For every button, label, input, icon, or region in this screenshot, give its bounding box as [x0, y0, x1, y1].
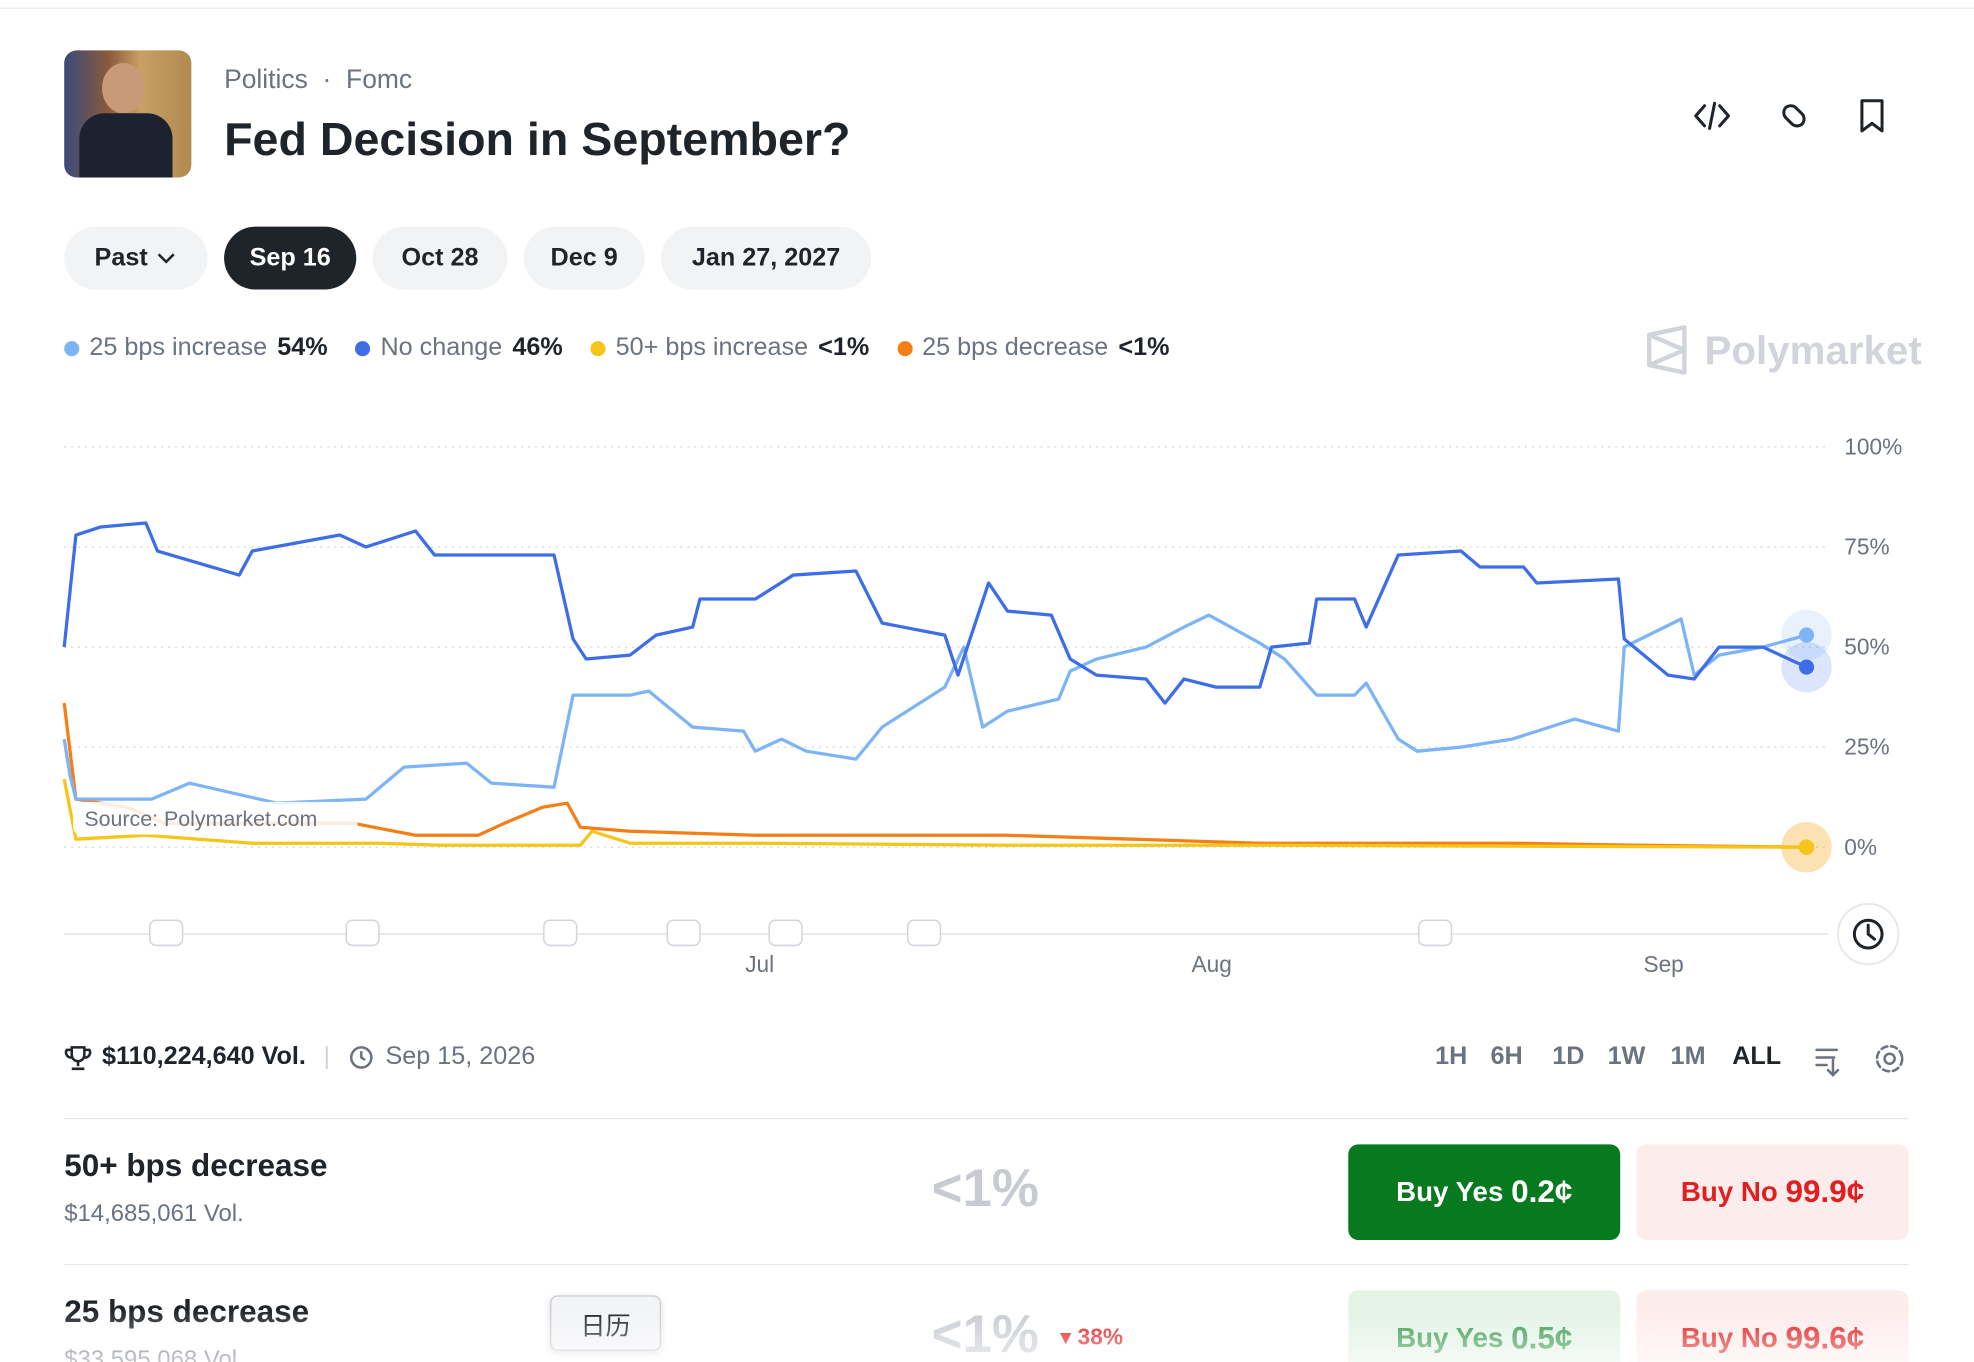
legend-dot	[355, 340, 371, 356]
x-tick-label: Aug	[1191, 951, 1231, 977]
legend-value: 46%	[512, 333, 563, 362]
legend-name: 25 bps increase	[89, 333, 268, 362]
tab[interactable]: Dec 9	[523, 226, 645, 290]
y-tick-label: 75%	[1844, 534, 1889, 560]
legend-name: 25 bps decrease	[922, 333, 1109, 362]
tooltip: 日历	[550, 1295, 661, 1351]
breadcrumb-item[interactable]: Politics	[224, 65, 308, 95]
legend-item: 50+ bps increase <1%	[590, 334, 869, 363]
top-border	[0, 7, 1974, 9]
legend-dot	[896, 340, 913, 356]
x-tick-label: Sep	[1643, 951, 1683, 977]
legend-value: <1%	[1118, 333, 1170, 362]
divider	[64, 1117, 1909, 1120]
chart-settings[interactable]	[1813, 1042, 1914, 1077]
y-tick-label: 100%	[1844, 433, 1902, 459]
buy-yes-button[interactable]: Buy Yes 0.2¢	[1348, 1144, 1621, 1241]
y-tick-label: 50%	[1844, 634, 1889, 660]
y-tick-label: 25%	[1844, 734, 1889, 760]
range-button[interactable]: ALL	[1732, 1042, 1782, 1071]
tab[interactable]: Jan 27, 2027	[660, 226, 872, 290]
buy-yes-button[interactable]: Buy Yes 0.5¢	[1348, 1290, 1621, 1362]
link-icon[interactable]	[1782, 104, 1806, 128]
timeline-markers	[149, 919, 1453, 947]
legend-item: 25 bps increase 54%	[64, 333, 328, 363]
outcome-name: 50+ bps decrease	[64, 1148, 328, 1184]
range-button[interactable]: 1D	[1552, 1042, 1585, 1071]
tab[interactable]: Past	[64, 226, 208, 290]
stats: $110,224,640 Vol. | Sep 15, 2026	[64, 1042, 535, 1071]
bookmark-icon[interactable]	[1860, 99, 1884, 133]
end-dot	[1798, 659, 1815, 675]
legend-item: 25 bps decrease <1%	[896, 333, 1170, 363]
outcome-volume: $33,595,068 Vol.	[64, 1347, 244, 1362]
brand: Polymarket	[1644, 325, 1922, 375]
range-button[interactable]: 6H	[1490, 1042, 1523, 1071]
source-bg	[73, 801, 358, 835]
embed-icon[interactable]	[1694, 101, 1730, 130]
action-icons	[1694, 99, 1884, 133]
range-button[interactable]: 1W	[1607, 1042, 1646, 1071]
legend-item: No change 46%	[355, 333, 563, 363]
volume: $110,224,640 Vol.	[101, 1042, 306, 1071]
tab[interactable]: Oct 28	[372, 226, 508, 290]
end-date: Sep 15, 2026	[385, 1042, 536, 1071]
legend: 25 bps increase 54% No change 46% 50+ bps in…	[64, 334, 1169, 363]
series-line	[62, 613, 1807, 805]
legend-dot	[64, 340, 80, 356]
legend-name: No change	[380, 333, 503, 362]
buy-no-button[interactable]: Buy No 99.6¢	[1636, 1290, 1909, 1362]
source-label: Source: Polymarket.com	[84, 807, 317, 831]
outcome-volume: $14,685,061 Vol.	[64, 1200, 244, 1228]
end-dot	[1798, 627, 1815, 643]
outcome-name: 25 bps decrease	[64, 1294, 310, 1330]
market-image	[64, 50, 192, 178]
divider	[64, 1263, 1909, 1266]
range-button[interactable]: 1H	[1435, 1042, 1468, 1071]
range-button[interactable]: 1M	[1670, 1042, 1706, 1071]
legend-value: 54%	[277, 333, 328, 362]
series-line	[62, 778, 1807, 849]
legend-dot	[590, 340, 606, 356]
x-tick-label: Jul	[745, 951, 774, 977]
buy-no-button[interactable]: Buy No 99.9¢	[1636, 1144, 1909, 1241]
breadcrumb-item[interactable]: Fomc	[346, 65, 413, 95]
breadcrumb: Politics · Fomc	[224, 65, 413, 95]
chart: 0% 25% 50% 75% 100% Jul Aug Sep Source: Polymark…	[62, 433, 1902, 977]
end-dot	[1798, 839, 1815, 855]
series-line	[62, 521, 1808, 705]
outcome-chance: <1%	[931, 1158, 1039, 1218]
y-tick-label: 0%	[1844, 834, 1877, 860]
title: Fed Decision in September?	[224, 113, 851, 165]
legend-value: <1%	[818, 333, 870, 362]
outcome-chance: <1%	[931, 1304, 1039, 1362]
legend-name: 50+ bps increase	[615, 333, 809, 362]
brand-name: Polymarket	[1704, 326, 1922, 373]
tab[interactable]: Sep 16	[224, 226, 357, 290]
outcome-change: ▾ 38%	[1059, 1324, 1124, 1350]
